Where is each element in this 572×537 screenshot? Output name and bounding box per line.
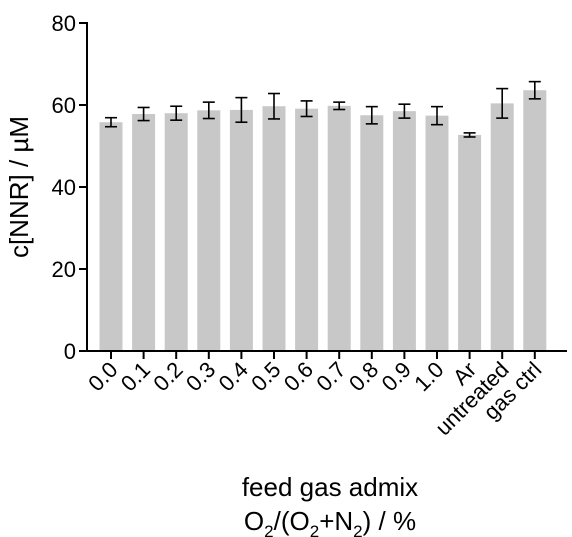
x-title-sub1: 2 [264, 522, 273, 537]
y-tick-label-1: 20 [52, 257, 76, 282]
bar-3 [197, 110, 221, 351]
y-ticks-group: 0 20 40 60 80 [52, 11, 87, 364]
error-bars-group [105, 80, 541, 138]
x-title-sub3: 2 [353, 522, 362, 537]
bar-9 [392, 111, 416, 352]
bars-group [99, 90, 547, 352]
bar-0 [99, 122, 123, 351]
y-tick-label-3: 60 [52, 93, 76, 118]
x-title-end: ) / % [363, 506, 416, 536]
bar-6 [295, 108, 319, 351]
bar-4 [229, 109, 253, 351]
bar-13 [523, 90, 547, 352]
bar-7 [327, 105, 351, 351]
y-tick-label-0: 0 [64, 339, 76, 364]
x-title-o1: O [244, 506, 264, 536]
x-axis-title-line2: O2/(O2+N2) / % [244, 506, 416, 537]
y-axis-title: c[NNR] / µM [4, 116, 34, 258]
x-title-plus: +N [319, 506, 353, 536]
bar-1 [132, 114, 156, 352]
y-tick-label-4: 80 [52, 11, 76, 36]
bar-8 [360, 115, 384, 351]
bar-5 [262, 106, 286, 351]
bar-10 [425, 115, 449, 351]
bar-12 [490, 103, 514, 351]
x-ticks-group: 0.00.10.20.30.40.50.60.70.80.91.0 Aruntre… [83, 351, 546, 440]
x-title-sub2: 2 [310, 522, 319, 537]
x-tick-label-10: 1.0 [409, 357, 448, 396]
bar-2 [164, 113, 188, 351]
x-title-mid: /(O [274, 506, 310, 536]
x-axis-title-line1: feed gas admix [242, 472, 418, 502]
y-tick-label-2: 40 [52, 175, 76, 200]
bar-11 [458, 134, 482, 351]
